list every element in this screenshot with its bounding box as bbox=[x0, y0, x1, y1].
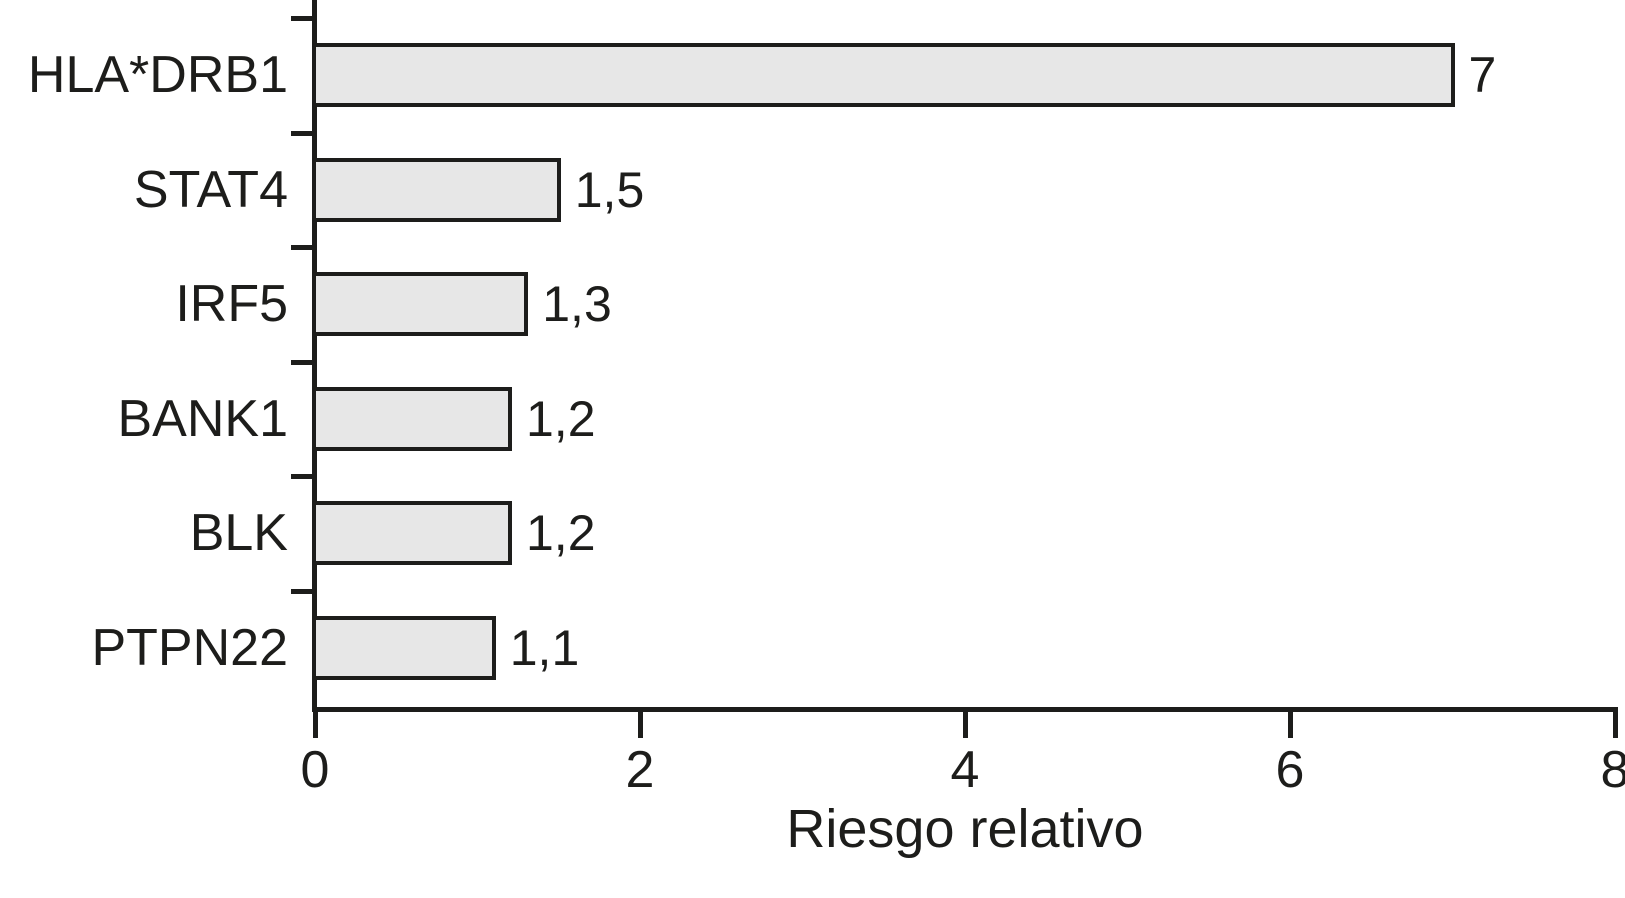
x-tick-label: 8 bbox=[1600, 741, 1625, 799]
y-axis-tick bbox=[291, 245, 315, 250]
bar-hla-drb1 bbox=[312, 43, 1455, 107]
x-tick-label: 6 bbox=[1275, 741, 1305, 799]
x-axis-tick bbox=[1612, 710, 1618, 738]
x-axis-tick bbox=[962, 710, 968, 738]
category-label-blk: BLK bbox=[189, 504, 288, 562]
y-axis-line bbox=[312, 0, 317, 712]
bar-stat4 bbox=[312, 157, 561, 222]
value-label: 1,1 bbox=[509, 619, 580, 676]
x-tick-label: 4 bbox=[950, 741, 980, 799]
category-label-ptpn22: PTPN22 bbox=[91, 618, 288, 677]
y-axis-tick bbox=[291, 474, 315, 479]
x-axis-line bbox=[312, 707, 1618, 712]
bar-blk bbox=[312, 501, 512, 565]
value-label: 1,5 bbox=[574, 161, 645, 218]
bar-ptpn22 bbox=[312, 615, 496, 680]
x-axis-tick bbox=[1287, 710, 1293, 738]
x-axis-tick bbox=[637, 710, 643, 738]
x-tick-label: 2 bbox=[625, 741, 655, 799]
category-label-irf5: IRF5 bbox=[175, 275, 288, 333]
value-label: 7 bbox=[1468, 47, 1497, 103]
value-label: 1,2 bbox=[526, 390, 596, 447]
x-axis-title: Riesgo relativo bbox=[786, 799, 1144, 859]
bar-irf5 bbox=[312, 272, 529, 336]
category-label-stat4: STAT4 bbox=[133, 160, 288, 219]
value-label: 1,3 bbox=[542, 276, 612, 332]
y-axis-tick bbox=[291, 359, 315, 365]
x-tick-label: 0 bbox=[300, 741, 330, 799]
x-axis-tick bbox=[312, 710, 318, 738]
y-axis-tick bbox=[291, 130, 315, 136]
bar-bank1 bbox=[312, 386, 512, 451]
category-label-bank1: BANK1 bbox=[117, 389, 288, 448]
value-label: 1,2 bbox=[526, 505, 596, 561]
y-axis-tick bbox=[291, 588, 315, 594]
y-axis-tick bbox=[291, 16, 315, 21]
category-label-hla-drb1: HLA*DRB1 bbox=[27, 46, 288, 104]
